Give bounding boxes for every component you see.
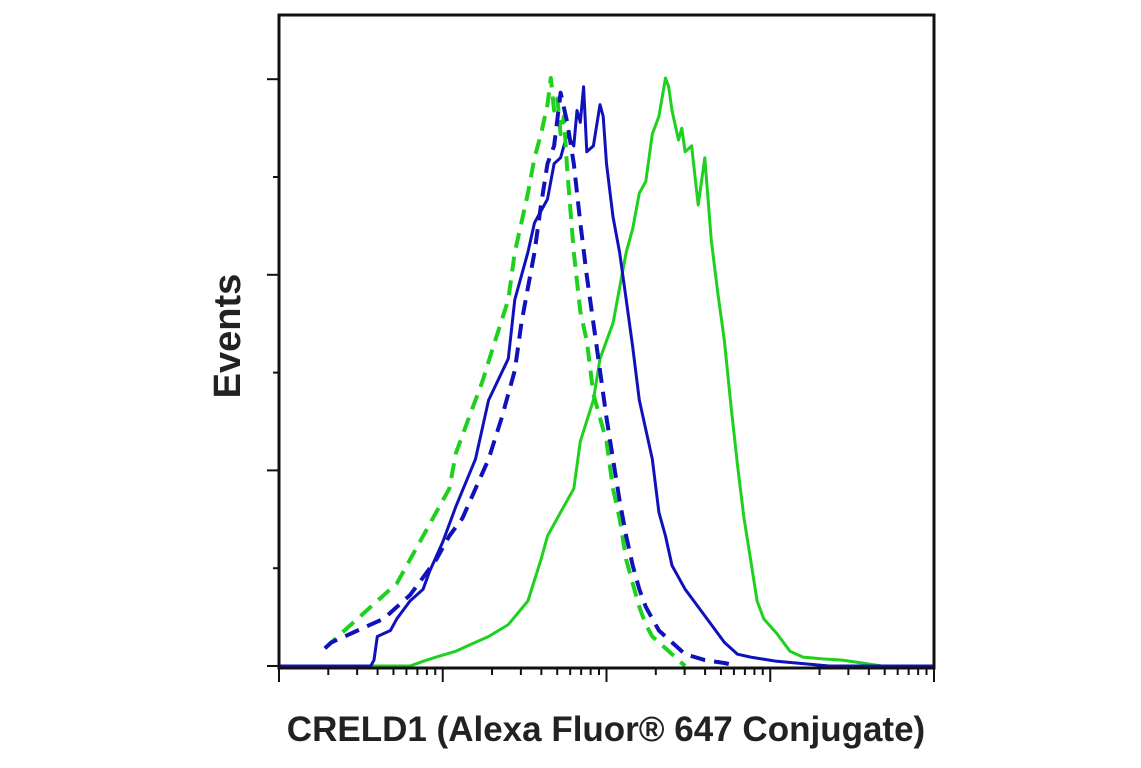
series-line-2: [279, 85, 934, 668]
x-axis-ticks: [278, 668, 935, 682]
x-axis-label: CRELD1 (Alexa Fluor® 647 Conjugate): [287, 710, 925, 749]
y-axis-ticks: [267, 78, 279, 667]
y-axis-label: Events: [207, 274, 249, 399]
series-line-4: [323, 90, 738, 668]
series-layer: [279, 76, 934, 668]
series-line-3: [323, 76, 687, 668]
series-line-1: [279, 76, 934, 668]
